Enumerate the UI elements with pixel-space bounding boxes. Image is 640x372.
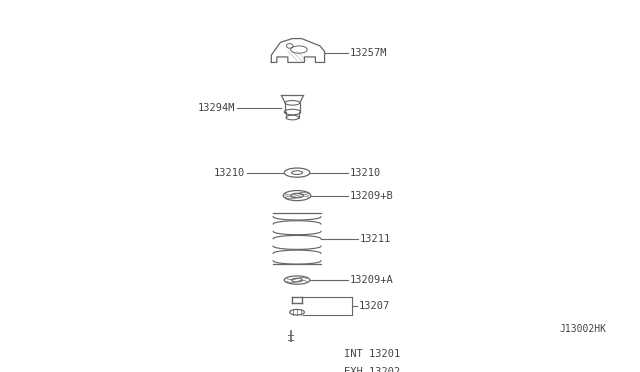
Text: J13002HK: J13002HK — [559, 324, 607, 334]
Text: 13207: 13207 — [358, 301, 390, 311]
Text: EXH 13202: EXH 13202 — [344, 367, 400, 372]
Text: 13210: 13210 — [214, 168, 244, 178]
Text: 13209+B: 13209+B — [349, 190, 393, 201]
Text: 13211: 13211 — [360, 234, 391, 244]
Text: 13294M: 13294M — [198, 103, 236, 113]
Text: 13257M: 13257M — [349, 48, 387, 58]
Text: 13210: 13210 — [349, 168, 381, 178]
Text: 13209+A: 13209+A — [349, 275, 393, 285]
Text: INT 13201: INT 13201 — [344, 349, 400, 359]
